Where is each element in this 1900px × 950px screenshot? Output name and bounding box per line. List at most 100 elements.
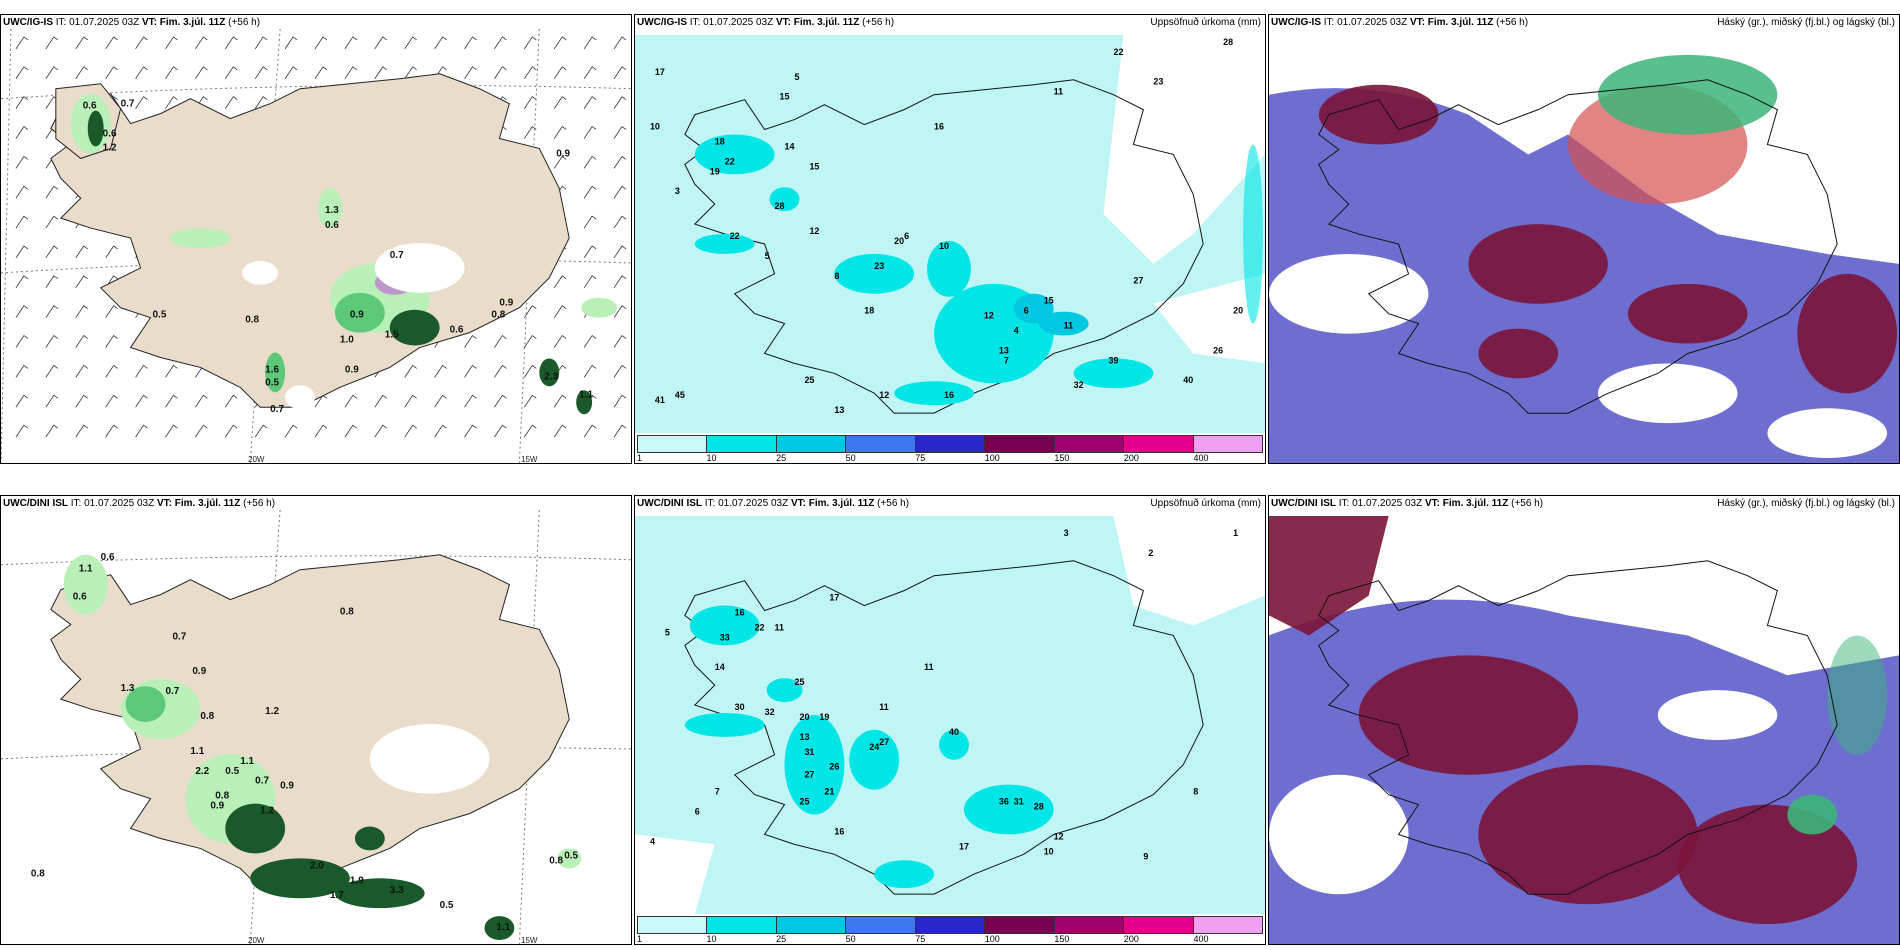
svg-text:20: 20 (799, 712, 809, 722)
svg-text:1.5: 1.5 (385, 330, 399, 341)
svg-text:20: 20 (894, 236, 904, 246)
panel-title: UWC/IG-IS IT: 01.07.2025 03Z VT: Fim. 3.… (1271, 17, 1529, 28)
wind-barb (464, 335, 477, 348)
lon-20w: 20W (248, 936, 265, 945)
wind-barb (15, 335, 29, 348)
svg-text:16: 16 (735, 608, 745, 618)
svg-text:40: 40 (1183, 375, 1193, 385)
svg-text:1.6: 1.6 (265, 364, 279, 375)
svg-text:1.9: 1.9 (350, 875, 364, 886)
svg-text:0.8: 0.8 (215, 791, 229, 802)
svg-text:28: 28 (775, 201, 785, 211)
map-cloud-bottom[interactable] (1269, 516, 1899, 944)
wind-barb (165, 394, 178, 408)
legend-tick-label: 150 (1054, 453, 1070, 463)
wind-barb (15, 125, 29, 139)
wind-barb (434, 394, 447, 408)
wind-barb (105, 424, 118, 438)
svg-text:8: 8 (834, 271, 839, 281)
svg-text:32: 32 (1074, 380, 1084, 390)
wind-map-svg: 0.6 0.7 0.6 1.2 1.3 0.6 0.7 0.8 0.5 1.6 … (1, 29, 631, 463)
wind-barb (314, 36, 328, 50)
svg-text:12: 12 (879, 390, 889, 400)
wind-barb (613, 424, 627, 438)
wind-barb (45, 215, 59, 229)
legend-swatch (1054, 436, 1125, 452)
wind-barb (583, 424, 597, 438)
wind-barb (524, 424, 537, 438)
wind-barb (135, 364, 148, 378)
panel-precip-top: UWC/IG-IS IT: 01.07.2025 03Z VT: Fim. 3.… (634, 14, 1266, 464)
legend-swatch (776, 436, 847, 452)
svg-text:0.5: 0.5 (225, 766, 239, 777)
svg-text:22: 22 (725, 156, 735, 166)
wind-barb (494, 364, 507, 378)
wind-barb (524, 364, 537, 378)
svg-text:0.9: 0.9 (350, 310, 364, 321)
wind-barb (75, 424, 88, 438)
panel-title: UWC/DINI ISL IT: 01.07.2025 03Z VT: Fim.… (1271, 498, 1544, 509)
wind-barb (105, 245, 118, 259)
precip-legend: 1 10 25 50 75 100 150 200 400 (635, 435, 1265, 463)
wind-barb (524, 335, 537, 348)
wind-barb (464, 364, 477, 378)
panel-subtitle: Háský (gr.), miðský (fj.bl.) og lágský (… (1717, 498, 1895, 509)
svg-text:18: 18 (715, 136, 725, 146)
wind-barb (105, 66, 118, 79)
svg-text:0.6: 0.6 (450, 325, 464, 336)
wind-barb (553, 305, 567, 318)
wind-barb (135, 394, 148, 408)
wind-barb (553, 155, 567, 169)
wind-barb (404, 424, 417, 438)
map-wind-bottom[interactable]: 0.6 1.1 0.6 0.7 0.9 1.3 0.7 0.8 1.1 0.8 … (1, 510, 631, 944)
wind-barb (15, 305, 29, 318)
legend-tick-label: 1 (637, 934, 643, 944)
wind-barb (524, 394, 537, 408)
wind-barb (15, 364, 29, 378)
svg-text:12: 12 (809, 226, 819, 236)
legend-swatch (776, 917, 847, 933)
map-precip-bottom[interactable]: 16 22 11 33 14 25 32 30 20 19 13 31 27 2… (635, 516, 1265, 914)
wind-labels-top: 0.6 0.7 0.6 1.2 1.3 0.6 0.7 0.8 0.5 1.6 … (83, 99, 594, 416)
legend-tick-label: 1 (637, 453, 643, 463)
wind-barb (464, 394, 477, 408)
wind-barb (583, 66, 597, 79)
wind-barb (15, 275, 29, 289)
wind-barb (15, 155, 29, 169)
svg-text:25: 25 (804, 375, 814, 385)
wind-barb (374, 424, 388, 438)
wind-barb (45, 424, 59, 438)
wind-barb (165, 364, 178, 378)
wind-barb (135, 424, 148, 438)
wind-barb (434, 36, 447, 50)
panel-subtitle: Háský (gr.), miðský (fj.bl.) og lágský (… (1717, 17, 1895, 28)
wind-barb (583, 36, 597, 50)
map-cloud-top[interactable] (1269, 35, 1899, 463)
wind-barb (45, 394, 59, 408)
wind-barb (494, 394, 507, 408)
svg-text:12: 12 (984, 311, 994, 321)
legend-tick-label: 50 (845, 453, 856, 463)
svg-text:25: 25 (794, 677, 804, 687)
svg-text:0.8: 0.8 (31, 868, 45, 879)
svg-text:2.0: 2.0 (310, 860, 324, 871)
svg-text:14: 14 (785, 141, 795, 151)
wind-barb (524, 305, 537, 318)
map-wind-top[interactable]: 0.6 0.7 0.6 1.2 1.3 0.6 0.7 0.8 0.5 1.6 … (1, 29, 631, 463)
svg-text:15: 15 (780, 92, 790, 102)
svg-text:1.7: 1.7 (330, 890, 344, 901)
wind-barb (254, 66, 268, 79)
legend-tick-label: 50 (845, 934, 856, 944)
map-precip-top[interactable]: 17 10 5 3 15 18 22 19 28 12 22 14 15 5 6… (635, 35, 1265, 433)
wind-barb (404, 36, 417, 50)
wind-barb (524, 96, 537, 109)
svg-text:7: 7 (1004, 355, 1009, 365)
wind-barb (15, 215, 29, 229)
wind-barb (613, 394, 627, 408)
wind-barb (224, 424, 238, 438)
wind-barb (75, 36, 88, 50)
wind-barb (254, 424, 268, 438)
wind-barb (553, 125, 567, 139)
svg-text:12: 12 (1054, 831, 1064, 841)
wind-barb (553, 424, 567, 438)
